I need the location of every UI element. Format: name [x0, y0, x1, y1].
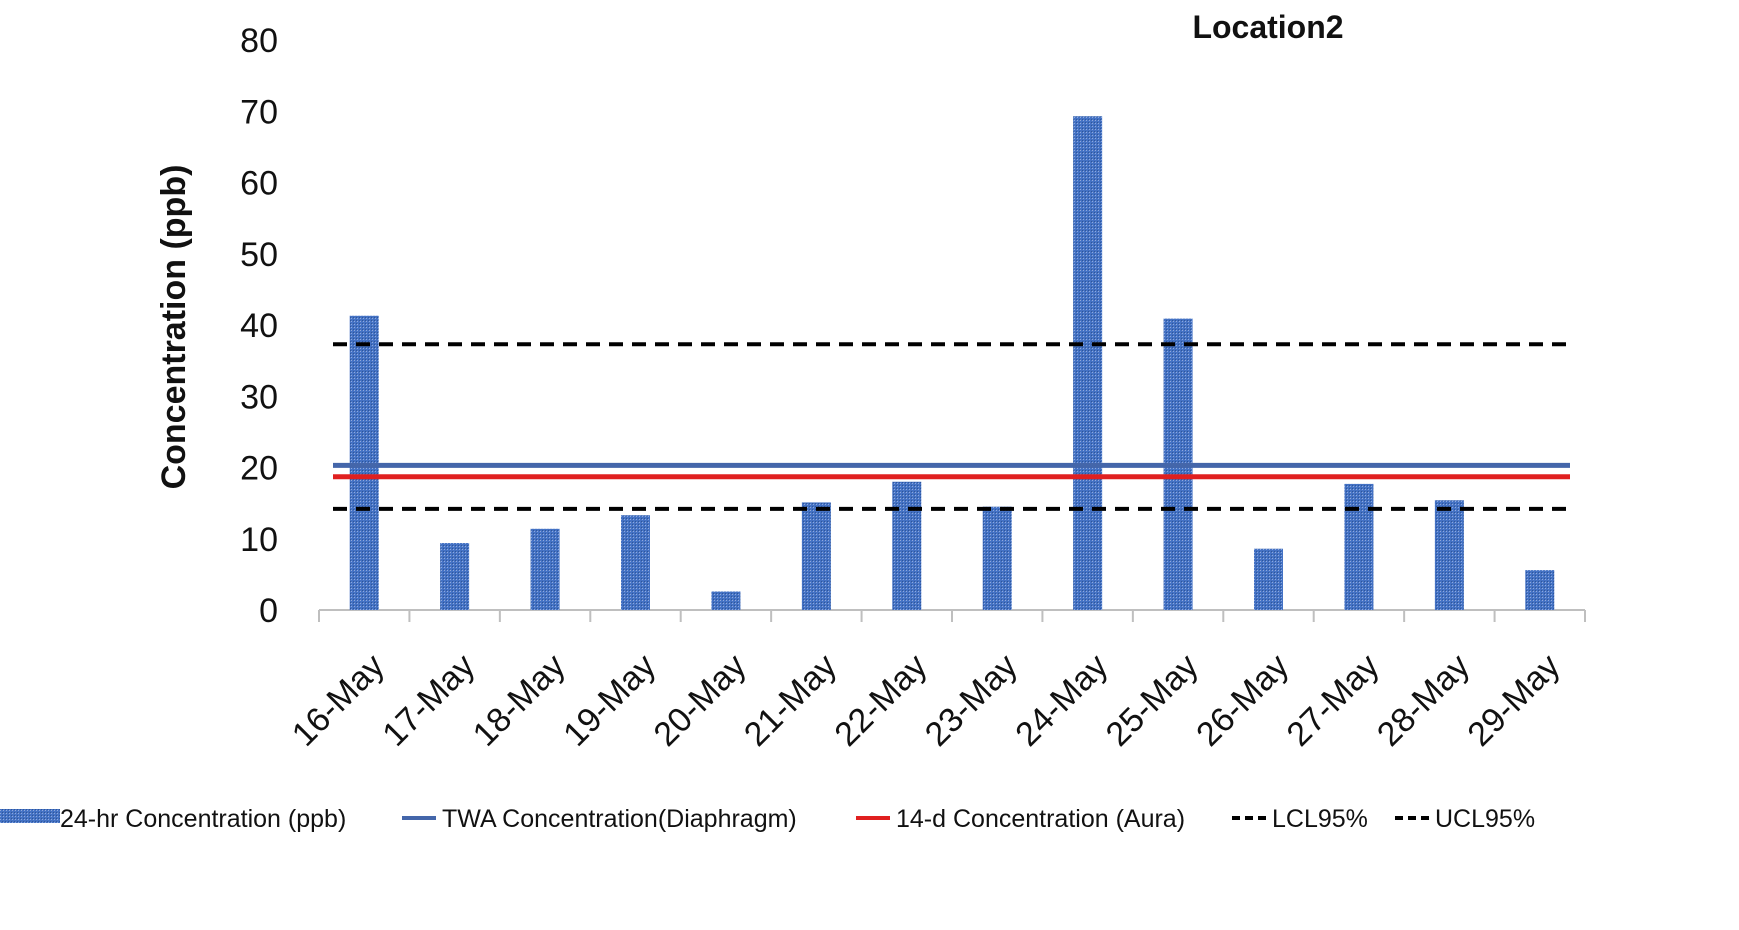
x-tick-label: 25-May [1099, 647, 1206, 754]
bar [1525, 570, 1555, 610]
x-tick-label: 21-May [737, 647, 844, 754]
legend-swatch [0, 809, 60, 823]
bar [801, 502, 831, 610]
x-tick-label: 24-May [1008, 647, 1115, 754]
y-tick-label: 80 [240, 22, 278, 60]
x-tick-label: 18-May [466, 647, 573, 754]
bar [1344, 483, 1374, 610]
bar [1073, 116, 1103, 611]
legend-label: UCL95% [1435, 805, 1535, 833]
x-tick-label: 29-May [1460, 647, 1567, 754]
bar [530, 528, 560, 610]
y-tick-label: 70 [240, 93, 278, 131]
x-tick-label: 28-May [1370, 647, 1477, 754]
y-tick-label: 0 [259, 592, 278, 630]
plot-area: 0 10 20 30 40 50 60 70 80 16-May17-May18-May19-Ma… [240, 22, 1586, 754]
y-tick-label: 20 [240, 450, 278, 488]
legend-label: 24-hr Concentration (ppb) [60, 805, 346, 833]
x-tick-label: 23-May [918, 647, 1025, 754]
x-tick-label: 20-May [647, 647, 754, 754]
y-tick-label: 30 [240, 378, 278, 416]
chart-title: Location2 [1192, 9, 1343, 45]
bar [1254, 548, 1283, 610]
x-tick-label: 22-May [827, 647, 934, 754]
x-tick-label: 17-May [375, 647, 482, 754]
y-tick-label: 60 [240, 165, 278, 203]
bar [621, 515, 650, 610]
legend-label: 14-d Concentration (Aura) [896, 805, 1185, 833]
bar [711, 591, 741, 610]
legend-label: LCL95% [1272, 805, 1368, 833]
y-tick-label: 40 [240, 307, 278, 345]
legend: 24-hr Concentration (ppb) TWA Concentrati… [0, 805, 1535, 833]
y-tick-label: 50 [240, 236, 278, 274]
legend-label: TWA Concentration(Diaphragm) [442, 805, 797, 833]
bar [892, 481, 922, 610]
x-tick-label: 26-May [1189, 647, 1296, 754]
x-tick-label: 19-May [556, 647, 663, 754]
bar [440, 543, 470, 610]
x-tick-label: 16-May [285, 647, 392, 754]
y-tick-label: 10 [240, 521, 278, 559]
x-tick-label: 27-May [1280, 647, 1387, 754]
bar [982, 506, 1012, 610]
y-axis-label: Concentration (ppb) [155, 165, 193, 490]
bar [1434, 500, 1464, 610]
